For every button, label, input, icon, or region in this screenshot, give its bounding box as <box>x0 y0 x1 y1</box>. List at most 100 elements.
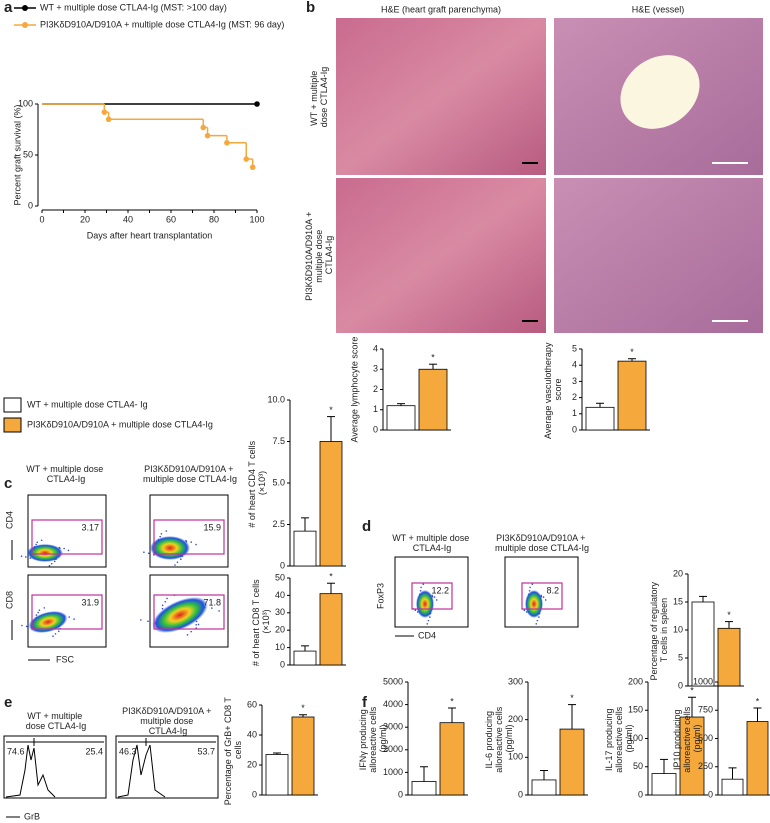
panel-label: e <box>4 694 12 711</box>
legend-label: WT + multiple dose CTLA4- Ig <box>27 399 148 409</box>
y-tick-label: 4000 <box>383 699 403 709</box>
y-tick-label: 50 <box>633 761 643 771</box>
gate <box>153 519 225 555</box>
y-tick-label: 750 <box>698 705 713 715</box>
y-axis-label: Percent graft survival (%) <box>12 104 22 205</box>
axis-label: CD4 <box>4 511 14 529</box>
event-dot <box>174 564 176 566</box>
bar <box>293 530 317 567</box>
significance: * <box>450 696 454 706</box>
density <box>27 544 63 562</box>
y-tick-label: 5 <box>678 652 683 662</box>
y-tick-label: 300 <box>508 676 523 686</box>
bar <box>717 627 741 687</box>
y-tick-label: 50 <box>23 149 33 159</box>
event-dot <box>165 530 168 532</box>
bar <box>319 593 343 666</box>
bar <box>418 368 448 431</box>
y-tick-label: 20 <box>247 759 257 769</box>
event-dot <box>195 543 197 546</box>
y-tick-label: 2 <box>572 392 577 402</box>
event-dot <box>35 614 38 616</box>
y-tick-label: 0 <box>638 789 643 799</box>
event-dot <box>140 619 142 621</box>
bar <box>411 781 437 796</box>
legend-marker <box>22 5 28 11</box>
legend-label: PI3KδD910A/D910A + multiple dose CTLA4-I… <box>27 419 213 429</box>
y-tick-label: 100 <box>18 98 33 108</box>
y-tick-label: 4 <box>572 360 577 370</box>
event-dot <box>190 630 193 633</box>
y-axis-label: Percentage of GrB+ CD8 T cells <box>223 695 243 805</box>
gate <box>31 594 103 630</box>
bar <box>651 773 677 796</box>
y-tick-label: 0 <box>280 560 285 570</box>
y-tick-label: 200 <box>628 676 643 686</box>
y-axis-label: # of heart CD4 T cells (×10³) <box>247 438 267 527</box>
event-dot <box>542 596 545 598</box>
density <box>28 611 68 633</box>
event-dot <box>38 609 41 611</box>
y-tick-label: 0 <box>373 424 378 434</box>
column-title: WT + multiple dose CTLA4-Ig <box>392 533 472 553</box>
event-dot <box>197 623 200 626</box>
y-axis-label: IL-6 producing alloreactive cells (pg/ml… <box>484 704 514 773</box>
marker <box>200 124 207 131</box>
x-tick-label: 0 <box>39 214 44 224</box>
axis-label: GrB <box>24 811 40 821</box>
significance: * <box>301 703 305 713</box>
event-dot <box>538 616 540 618</box>
histogram-frame <box>115 735 219 799</box>
bar <box>679 716 705 796</box>
y-tick-label: 1 <box>373 404 378 414</box>
event-dot <box>37 611 39 614</box>
y-tick-label: 0 <box>518 789 523 799</box>
panel-label: a <box>4 0 13 16</box>
significance: * <box>329 572 333 582</box>
y-tick-label: 0 <box>280 659 285 669</box>
gate <box>521 582 563 610</box>
y-tick-label: 500 <box>698 733 713 743</box>
bar <box>721 778 744 796</box>
he-image <box>336 178 546 333</box>
event-dot <box>67 549 70 552</box>
x-tick-label: 60 <box>166 214 176 224</box>
bar <box>691 601 715 687</box>
y-tick-label: 3 <box>373 364 378 374</box>
event-dot <box>190 541 193 543</box>
bar <box>291 716 315 796</box>
event-dot <box>54 633 57 635</box>
event-dot <box>429 616 431 618</box>
axis-label: CD4 <box>418 630 436 640</box>
significance: * <box>570 693 574 703</box>
y-tick-label: 0 <box>398 789 403 799</box>
y-tick-label: 2000 <box>383 744 403 754</box>
y-tick-label: 100 <box>628 733 643 743</box>
event-dot <box>435 599 438 601</box>
y-tick-label: 0 <box>252 789 257 799</box>
x-axis-label: Days after heart transplantation <box>87 230 213 240</box>
event-dot <box>160 532 163 535</box>
gate-value: 31.9 <box>81 597 99 607</box>
event-dot <box>53 560 56 563</box>
column-title: PI3KδD910A/D910A + multiple dose CTLA4-I… <box>495 533 589 553</box>
event-dot <box>422 583 425 586</box>
y-tick-label: 7.5 <box>272 436 285 446</box>
event-dot <box>159 535 161 538</box>
event-dot <box>40 539 43 542</box>
column-title: WT + multiple dose CTLA4-Ig <box>26 464 106 484</box>
event-dot <box>544 599 547 601</box>
gate <box>411 582 453 610</box>
histogram-frame <box>3 735 107 799</box>
panel-label: f <box>362 694 368 711</box>
event-dot <box>25 625 28 628</box>
y-tick-label: 20 <box>275 625 285 635</box>
event-dot <box>166 597 168 600</box>
y-axis-label: Percentage of regulatory T cells in sple… <box>649 579 669 680</box>
image-title: H&E (heart graft parenchyma) <box>381 4 501 14</box>
event-dot <box>36 541 39 544</box>
event-dot <box>143 551 145 553</box>
event-dot <box>186 634 189 636</box>
gate <box>153 594 225 630</box>
